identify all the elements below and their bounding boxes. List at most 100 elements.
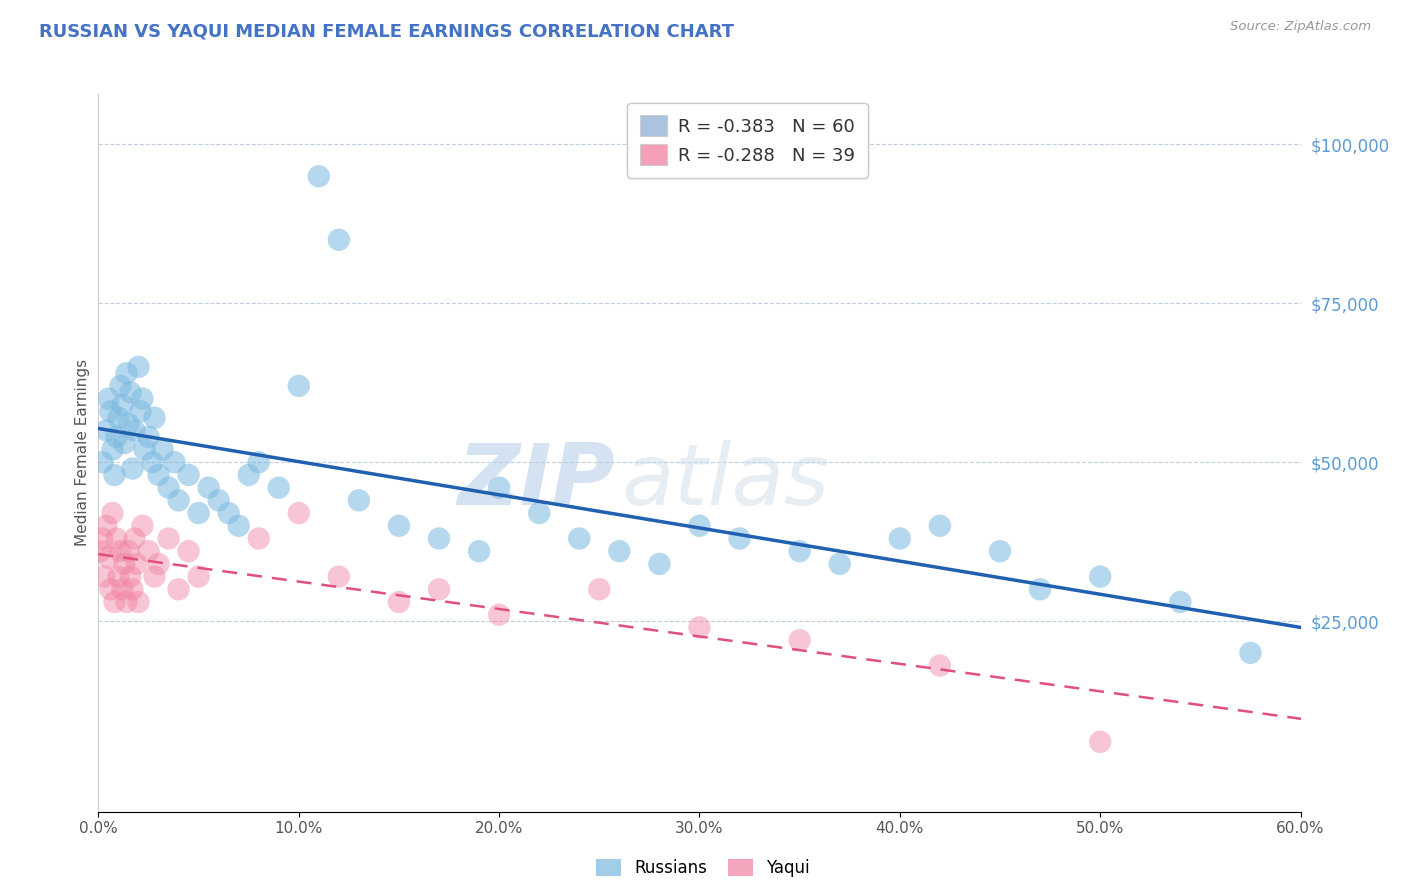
- Point: [247, 532, 270, 546]
- Point: [328, 569, 350, 583]
- Point: [134, 442, 156, 457]
- Point: [689, 518, 711, 533]
- Point: [568, 532, 591, 546]
- Point: [152, 442, 174, 457]
- Point: [988, 544, 1011, 558]
- Point: [488, 481, 510, 495]
- Point: [110, 544, 132, 558]
- Point: [117, 417, 139, 431]
- Point: [124, 532, 146, 546]
- Point: [105, 532, 128, 546]
- Point: [308, 169, 330, 184]
- Point: [111, 582, 134, 597]
- Point: [388, 595, 411, 609]
- Point: [148, 557, 170, 571]
- Point: [267, 481, 290, 495]
- Point: [100, 582, 122, 597]
- Point: [157, 532, 180, 546]
- Point: [115, 366, 138, 380]
- Point: [103, 467, 125, 482]
- Point: [89, 544, 111, 558]
- Point: [828, 557, 851, 571]
- Y-axis label: Median Female Earnings: Median Female Earnings: [75, 359, 90, 546]
- Text: atlas: atlas: [621, 440, 830, 523]
- Point: [143, 410, 166, 425]
- Point: [167, 493, 190, 508]
- Point: [163, 455, 186, 469]
- Point: [96, 518, 118, 533]
- Point: [1239, 646, 1261, 660]
- Point: [609, 544, 631, 558]
- Point: [107, 410, 129, 425]
- Point: [91, 532, 114, 546]
- Point: [91, 455, 114, 469]
- Point: [187, 569, 209, 583]
- Point: [157, 481, 180, 495]
- Point: [1170, 595, 1192, 609]
- Point: [129, 404, 152, 418]
- Point: [488, 607, 510, 622]
- Point: [114, 436, 136, 450]
- Point: [110, 379, 132, 393]
- Point: [141, 455, 163, 469]
- Point: [121, 461, 143, 475]
- Point: [218, 506, 240, 520]
- Point: [138, 430, 160, 444]
- Point: [101, 442, 124, 457]
- Point: [929, 658, 952, 673]
- Point: [427, 582, 450, 597]
- Point: [121, 582, 143, 597]
- Point: [328, 233, 350, 247]
- Point: [468, 544, 491, 558]
- Point: [105, 430, 128, 444]
- Point: [588, 582, 610, 597]
- Point: [247, 455, 270, 469]
- Point: [125, 557, 148, 571]
- Text: ZIP: ZIP: [458, 440, 616, 523]
- Point: [789, 633, 811, 648]
- Point: [167, 582, 190, 597]
- Point: [111, 398, 134, 412]
- Point: [100, 404, 122, 418]
- Point: [96, 424, 118, 438]
- Point: [929, 518, 952, 533]
- Point: [93, 569, 115, 583]
- Point: [97, 550, 120, 565]
- Point: [208, 493, 231, 508]
- Point: [138, 544, 160, 558]
- Point: [128, 359, 150, 374]
- Point: [728, 532, 751, 546]
- Text: RUSSIAN VS YAQUI MEDIAN FEMALE EARNINGS CORRELATION CHART: RUSSIAN VS YAQUI MEDIAN FEMALE EARNINGS …: [39, 22, 734, 40]
- Point: [115, 595, 138, 609]
- Point: [427, 532, 450, 546]
- Point: [789, 544, 811, 558]
- Point: [197, 481, 219, 495]
- Point: [288, 506, 311, 520]
- Point: [131, 392, 153, 406]
- Point: [120, 569, 142, 583]
- Point: [238, 467, 260, 482]
- Legend: R = -0.383   N = 60, R = -0.288   N = 39: R = -0.383 N = 60, R = -0.288 N = 39: [627, 103, 868, 178]
- Point: [1029, 582, 1052, 597]
- Point: [124, 424, 146, 438]
- Point: [177, 544, 200, 558]
- Point: [288, 379, 311, 393]
- Point: [101, 506, 124, 520]
- Point: [177, 467, 200, 482]
- Point: [103, 595, 125, 609]
- Point: [388, 518, 411, 533]
- Point: [228, 518, 250, 533]
- Point: [120, 385, 142, 400]
- Point: [143, 569, 166, 583]
- Legend: Russians, Yaqui: Russians, Yaqui: [589, 852, 817, 884]
- Point: [131, 518, 153, 533]
- Point: [529, 506, 551, 520]
- Point: [347, 493, 370, 508]
- Point: [148, 467, 170, 482]
- Point: [1088, 735, 1111, 749]
- Point: [97, 392, 120, 406]
- Point: [689, 620, 711, 634]
- Point: [889, 532, 911, 546]
- Point: [1088, 569, 1111, 583]
- Point: [114, 557, 136, 571]
